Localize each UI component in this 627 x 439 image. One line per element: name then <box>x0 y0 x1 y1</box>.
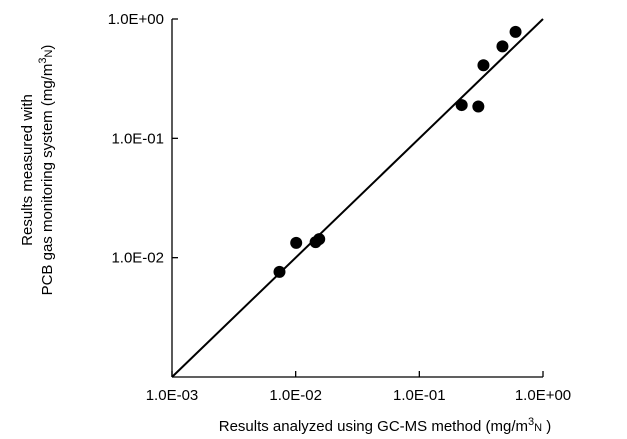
x-tick-label: 1.0E-03 <box>146 387 199 404</box>
data-point <box>455 99 468 112</box>
y-axis-title-line1: Results measured with <box>19 94 36 246</box>
data-point <box>496 40 509 53</box>
x-axis-title: Results analyzed using GC-MS method (mg/… <box>219 416 552 435</box>
data-points <box>273 25 522 278</box>
data-point <box>273 265 286 278</box>
x-tick-label: 1.0E+00 <box>515 387 571 404</box>
x-tick-label: 1.0E-02 <box>269 387 322 404</box>
data-point <box>472 100 485 113</box>
x-tick-label: 1.0E-01 <box>393 387 446 404</box>
y-axis-title: Results measured with PCB gas monitoring… <box>19 45 56 296</box>
reference-line-group <box>171 18 544 378</box>
data-point <box>313 233 326 246</box>
tick-labels: 1.0E-03 1.0E-02 1.0E-01 1.0E+00 1.0E-02 1.0E-… <box>108 11 571 404</box>
reference-line <box>171 18 544 378</box>
y-tick-label: 1.0E-01 <box>111 130 164 147</box>
axes <box>171 19 543 378</box>
data-point <box>477 59 490 72</box>
y-axis-title-line2: PCB gas monitoring system (mg/m3N) <box>37 45 56 296</box>
y-tick-label: 1.0E-02 <box>111 250 164 267</box>
data-point <box>509 25 522 38</box>
y-tick-label: 1.0E+00 <box>108 11 164 28</box>
data-point <box>290 236 303 249</box>
